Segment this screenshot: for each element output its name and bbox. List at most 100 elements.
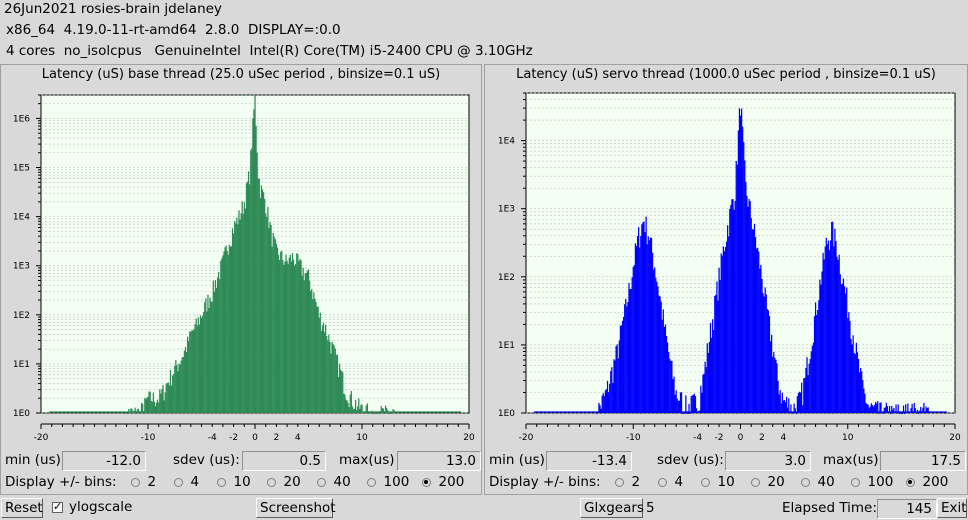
servo-bar <box>885 402 888 413</box>
base-bar <box>240 213 242 413</box>
servo-bins-radio-dot[interactable] <box>800 477 810 487</box>
servo-bins-radio-dot[interactable] <box>657 477 667 487</box>
servo-bins-radio-2[interactable]: 2 <box>614 474 658 490</box>
base-bar <box>188 341 190 413</box>
servo-bar <box>903 413 906 414</box>
servo-bins-radio-40[interactable]: 40 <box>800 474 851 490</box>
servo-bar <box>827 240 830 413</box>
base-bins-radio-200[interactable]: 200 <box>421 474 474 490</box>
ylogscale-checkbox[interactable] <box>52 499 63 515</box>
servo-bins-radio-4[interactable]: 4 <box>657 474 701 490</box>
servo-bins-radio-10[interactable]: 10 <box>700 474 751 490</box>
base-bar <box>229 246 232 413</box>
base-bar <box>393 410 395 413</box>
servo-bins-radio-label: 100 <box>867 474 894 490</box>
base-bar <box>289 254 291 413</box>
exit-button[interactable]: Exit <box>937 498 967 518</box>
base-bins-radio-dot[interactable] <box>421 477 431 487</box>
servo-bar <box>767 310 770 413</box>
servo-bar <box>793 403 795 413</box>
base-bins-radio-dot[interactable] <box>316 477 326 487</box>
servo-bar <box>877 401 879 413</box>
servo-bar <box>710 337 713 413</box>
base-bins-radio-dot[interactable] <box>216 477 226 487</box>
base-bins-radio-20[interactable]: 20 <box>266 474 317 490</box>
base-bar <box>321 325 324 413</box>
base-bins-radio-40[interactable]: 40 <box>316 474 367 490</box>
servo-bins-radio-dot[interactable] <box>700 477 710 487</box>
servo-bins-radio-dot[interactable] <box>750 477 760 487</box>
servo-bins-radio-dot[interactable] <box>850 477 860 487</box>
servo-bins-radio-100[interactable]: 100 <box>850 474 906 490</box>
servo-bar <box>668 351 670 413</box>
servo-bins-options: 2 4 10 20 40 100 200 <box>601 474 958 490</box>
servo-bins-radio-200[interactable]: 200 <box>905 474 958 490</box>
servo-bar <box>760 264 762 413</box>
servo-bar <box>674 394 676 413</box>
base-bar <box>241 201 243 413</box>
base-bar <box>212 280 214 413</box>
base-bins-radio-100[interactable]: 100 <box>366 474 422 490</box>
servo-bar <box>730 204 732 413</box>
ylogscale-toggle[interactable]: ylogscale <box>52 499 132 515</box>
base-bar <box>172 375 174 413</box>
servo-bar <box>690 396 692 413</box>
servo-bar <box>740 108 743 414</box>
servo-bar <box>780 403 782 413</box>
servo-bar <box>778 394 780 413</box>
base-min-value: -12.0 <box>62 451 146 471</box>
servo-bar <box>640 235 642 413</box>
screenshot-button[interactable]: Screenshot <box>256 498 336 518</box>
base-bar <box>371 410 373 413</box>
base-bins-radio-4[interactable]: 4 <box>173 474 217 490</box>
servo-bins-radio-dot[interactable] <box>905 477 915 487</box>
servo-bar <box>634 243 637 413</box>
base-bins-radio-2[interactable]: 2 <box>130 474 174 490</box>
servo-bar <box>784 402 787 413</box>
servo-bar <box>627 302 629 413</box>
servo-bar <box>727 225 729 413</box>
servo-bar <box>884 407 886 413</box>
servo-bins-radio-dot[interactable] <box>614 477 624 487</box>
servo-bar <box>655 277 657 413</box>
servo-bar <box>791 413 793 414</box>
base-bar <box>264 198 266 413</box>
servo-ytick-label: 1E4 <box>498 137 515 147</box>
servo-bar <box>805 367 807 413</box>
base-bar <box>340 369 342 413</box>
base-bar <box>392 409 394 413</box>
base-bins-radio-dot[interactable] <box>130 477 140 487</box>
servo-bar <box>804 377 806 413</box>
base-bar <box>310 291 312 413</box>
glxgears-button[interactable]: Glxgears <box>580 498 644 518</box>
base-bar <box>230 246 233 413</box>
servo-bar <box>755 248 758 413</box>
base-bar <box>151 401 153 413</box>
servo-bar <box>914 408 916 413</box>
base-bins-radio-label: 40 <box>333 474 351 490</box>
base-bar <box>224 247 226 413</box>
servo-bar <box>701 392 703 413</box>
base-bins-radio-label: 2 <box>147 474 157 490</box>
servo-bar <box>870 403 872 413</box>
servo-sdev-label: sdev (us): <box>657 452 724 468</box>
servo-bar <box>744 160 746 413</box>
base-bar <box>288 257 290 413</box>
base-bins-radio-dot[interactable] <box>366 477 376 487</box>
base-bar <box>343 393 345 413</box>
servo-bar <box>648 240 650 413</box>
servo-bar <box>878 413 880 414</box>
reset-button[interactable]: Reset <box>1 498 43 518</box>
servo-xtick-label: 0 <box>738 433 744 443</box>
base-bins-radio-10[interactable]: 10 <box>216 474 267 490</box>
base-bar <box>303 280 305 413</box>
base-bar <box>329 341 331 413</box>
base-xtick-label: 2 <box>274 433 280 443</box>
base-bins-radio-dot[interactable] <box>173 477 183 487</box>
servo-bins-radio-20[interactable]: 20 <box>750 474 801 490</box>
base-bins-radio-dot[interactable] <box>266 477 276 487</box>
base-bar <box>235 223 237 413</box>
base-bar <box>367 413 370 414</box>
base-bar <box>210 301 212 413</box>
